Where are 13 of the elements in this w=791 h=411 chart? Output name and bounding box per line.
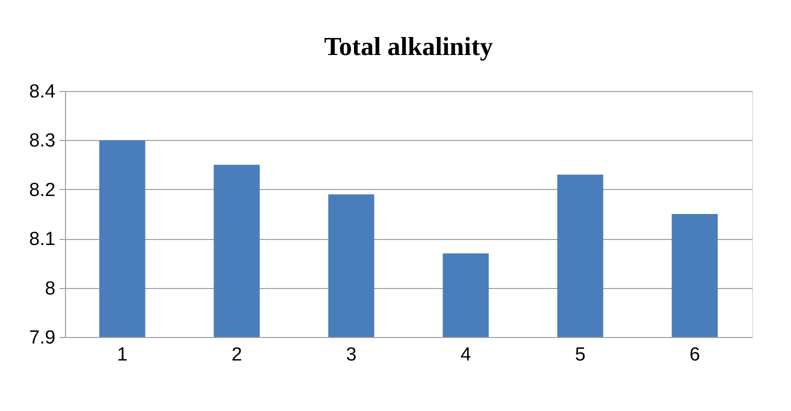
y-tick-label: 8.4 [29, 82, 56, 102]
y-tick-label: 8 [44, 278, 56, 300]
x-tick-label: 4 [460, 344, 472, 366]
y-tick-label: 8.3 [29, 130, 56, 152]
x-tick-label: 6 [689, 344, 700, 366]
chart-title: Total alkalinity [324, 32, 493, 61]
x-tick-label: 2 [231, 344, 242, 366]
x-tick-label: 3 [346, 344, 357, 366]
y-tick-label: 8.1 [29, 229, 56, 250]
y-tick-label: 7.9 [29, 328, 56, 348]
y-tick-label: 8.2 [29, 180, 56, 201]
x-tick-label: 5 [574, 344, 586, 366]
x-tick-label: 1 [116, 344, 128, 366]
